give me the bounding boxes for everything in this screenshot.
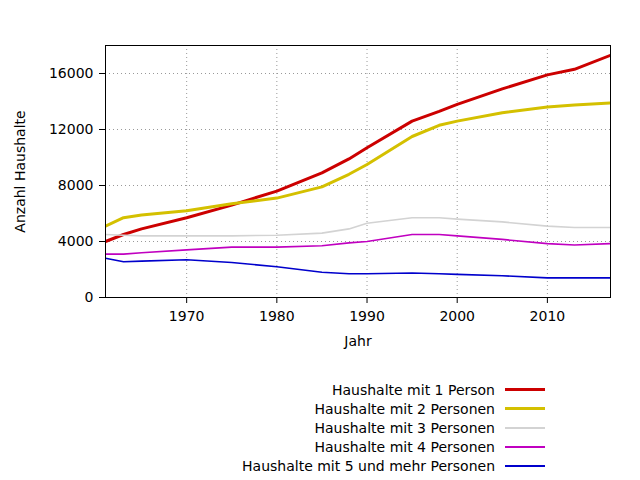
svg-text:0: 0: [85, 289, 94, 305]
svg-text:2000: 2000: [439, 308, 475, 324]
svg-text:Anzahl Haushalte: Anzahl Haushalte: [12, 110, 28, 232]
svg-text:1990: 1990: [349, 308, 385, 324]
svg-text:1980: 1980: [259, 308, 295, 324]
html-text:Haushalte mit 2 Personen: Haushalte mit 2 Personen: [314, 400, 495, 417]
html-text:Haushalte mit 3 Personen: Haushalte mit 3 Personen: [314, 419, 495, 436]
svg-text:1970: 1970: [169, 308, 205, 324]
svg-text:16000: 16000: [49, 65, 94, 81]
html-text:Haushalte mit 5 und mehr Perso: Haushalte mit 5 und mehr Personen: [242, 457, 495, 474]
html-text:Haushalte mit 4 Personen: Haushalte mit 4 Personen: [314, 438, 495, 455]
svg-text:2010: 2010: [530, 308, 566, 324]
svg-text:Jahr: Jahr: [343, 333, 372, 349]
svg-text:12000: 12000: [49, 121, 94, 137]
svg-text:4000: 4000: [58, 233, 94, 249]
html-text:Haushalte mit 1 Person: Haushalte mit 1 Person: [332, 381, 495, 398]
svg-text:8000: 8000: [58, 177, 94, 193]
